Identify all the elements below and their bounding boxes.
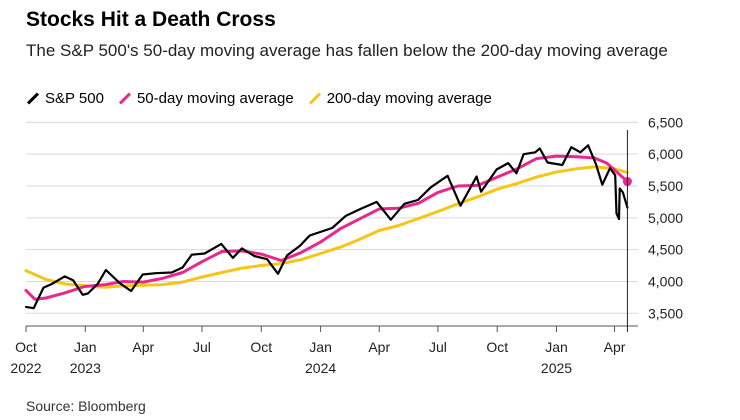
source-note: Source: Bloomberg [26, 398, 146, 414]
legend: S&P 500 50-day moving average 200-day mo… [26, 90, 492, 107]
x-tick-label: Apr [368, 339, 390, 355]
axes: 6,500 6,000 5,500 5,000 4,500 4,000 3,500 Oct 20… [10, 114, 683, 376]
chart-subtitle: The S&P 500's 50-day moving average has … [26, 41, 668, 60]
x-tick-label: Apr [604, 339, 626, 355]
legend-item-ma50: 50-day moving average [118, 90, 294, 107]
x-tick-label: Jul [193, 339, 211, 355]
y-tick-label: 6,500 [648, 114, 683, 130]
grid [26, 121, 638, 314]
y-tick-label: 4,500 [648, 242, 683, 258]
x-tick-label: Oct [486, 339, 508, 355]
x-tick-year-label: 2025 [541, 360, 572, 376]
legend-label-ma200: 200-day moving average [326, 90, 492, 107]
x-tick-label: Apr [132, 339, 154, 355]
y-tick-label: 5,500 [648, 178, 683, 194]
x-tick-label: Jan [545, 339, 568, 355]
y-tick-label: 6,000 [648, 146, 683, 162]
y-tick-label: 3,500 [648, 305, 683, 321]
x-tick-label: Jul [429, 339, 447, 355]
x-tick-year-label: 2022 [10, 360, 41, 376]
x-tick-label: Jan [309, 339, 332, 355]
x-tick-label: Oct [250, 339, 272, 355]
x-tick-label: Oct [15, 339, 37, 355]
y-tick-label: 4,000 [648, 273, 683, 289]
series-line-ma50 [24, 154, 629, 301]
x-tick-year-label: 2023 [70, 360, 101, 376]
x-tick-label: Jan [74, 339, 97, 355]
series-line-sp500 [24, 144, 629, 310]
y-tick-label: 5,000 [648, 210, 683, 226]
legend-item-ma200: 200-day moving average [308, 90, 492, 107]
legend-label-ma50: 50-day moving average [136, 90, 294, 107]
chart-title: Stocks Hit a Death Cross [26, 8, 276, 31]
x-tick-year-label: 2024 [305, 360, 336, 376]
legend-item-sp500: S&P 500 [26, 90, 104, 107]
legend-label-sp500: S&P 500 [45, 90, 104, 107]
line-chart: 6,500 6,000 5,500 5,000 4,500 4,000 3,500 Oct 20… [10, 114, 683, 376]
series-layer [24, 144, 632, 310]
series-line-ma200 [24, 165, 629, 289]
